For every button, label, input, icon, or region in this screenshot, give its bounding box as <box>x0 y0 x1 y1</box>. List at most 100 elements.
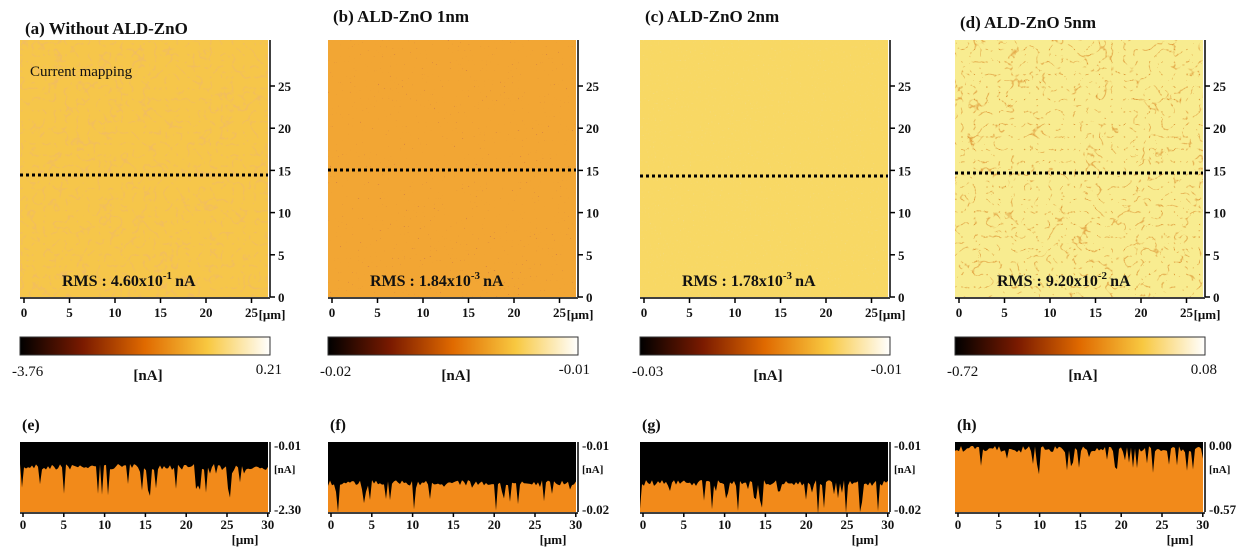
profile-unit: [nA] <box>894 464 915 476</box>
profile-x-tick-label: 25 <box>221 517 235 532</box>
rms-value: RMS : 9.20x10 <box>997 273 1098 290</box>
panel-title: (c) ALD-ZnO 2nm <box>645 7 779 26</box>
rms-label: RMS : 4.60x10-1 nA <box>62 270 196 290</box>
colorbar <box>639 336 891 356</box>
profile-x-tick-label: 30 <box>569 517 582 532</box>
y-tick-label: 5 <box>898 248 905 263</box>
rms-label: RMS : 1.78x10-3 nA <box>682 270 816 290</box>
y-tick-label: 25 <box>586 79 600 94</box>
profile-x-tick-label: 25 <box>841 517 855 532</box>
rms-exponent: -1 <box>163 270 172 282</box>
profile-bottom: -0.02 <box>582 502 609 517</box>
colorbar <box>327 336 579 356</box>
colorbar-min: -0.03 <box>632 364 663 380</box>
rms-exponent: -3 <box>783 270 793 282</box>
y-tick-label: 15 <box>1213 163 1227 178</box>
colorbar <box>19 336 271 356</box>
profile-top: -0.01 <box>582 438 609 453</box>
x-tick-label: 5 <box>66 305 73 320</box>
profile-unit: [nA] <box>274 464 295 476</box>
profile-x-tick-label: 0 <box>328 517 335 532</box>
profile-trace <box>328 480 576 513</box>
rms-value: RMS : 1.84x10 <box>370 273 471 290</box>
y-tick-label: 0 <box>898 290 905 305</box>
y-tick-label: 5 <box>278 248 285 263</box>
rms-unit: nA <box>175 273 196 290</box>
y-tick-label: 10 <box>278 206 291 221</box>
profile-x-tick-label: 25 <box>529 517 543 532</box>
colorbar-unit: [nA] <box>753 368 782 384</box>
profile-x-tick-label: 20 <box>800 517 813 532</box>
rms-exponent: -2 <box>1098 270 1108 282</box>
rms-label: RMS : 1.84x10-3 nA <box>370 270 504 290</box>
profile-bottom: -0.57 <box>1209 502 1237 517</box>
colorbar-max: 0.08 <box>1191 362 1217 378</box>
profile-label: (g) <box>642 417 661 434</box>
profile-x-tick-label: 5 <box>369 517 376 532</box>
profile-x-tick-label: 15 <box>1074 517 1088 532</box>
profile-x-tick-label: 0 <box>640 517 647 532</box>
current-map-texture <box>955 40 1203 297</box>
x-tick-label: 25 <box>553 305 567 320</box>
profile-x-unit: [μm] <box>540 532 567 547</box>
current-map-texture <box>640 40 888 297</box>
y-tick-label: 10 <box>898 206 911 221</box>
overlay-label: Current mapping <box>30 64 133 80</box>
x-tick-label: 25 <box>1180 305 1194 320</box>
profile-bottom: -0.02 <box>894 502 921 517</box>
profile-x-tick-label: 10 <box>98 517 111 532</box>
x-tick-label: 0 <box>329 305 336 320</box>
rms-unit: nA <box>795 273 816 290</box>
y-tick-label: 25 <box>1213 79 1227 94</box>
x-tick-label: 25 <box>865 305 879 320</box>
profile-label: (f) <box>330 417 346 434</box>
profile-x-tick-label: 15 <box>447 517 461 532</box>
panel-title: (a) Without ALD-ZnO <box>25 19 188 38</box>
y-tick-label: 20 <box>898 121 911 136</box>
y-tick-label: 20 <box>586 121 599 136</box>
colorbar-min: -0.72 <box>947 364 978 380</box>
profile-x-tick-label: 20 <box>180 517 193 532</box>
x-tick-label: 15 <box>154 305 168 320</box>
x-unit: [μm] <box>1194 307 1221 322</box>
x-tick-label: 15 <box>1089 305 1103 320</box>
x-tick-label: 0 <box>21 305 28 320</box>
x-tick-label: 0 <box>641 305 648 320</box>
x-tick-label: 10 <box>109 305 122 320</box>
x-tick-label: 10 <box>417 305 430 320</box>
profile-x-tick-label: 30 <box>881 517 894 532</box>
rms-unit: nA <box>483 273 504 290</box>
y-tick-label: 10 <box>586 206 599 221</box>
colorbar-unit: [nA] <box>133 368 162 384</box>
profile-trace <box>640 480 888 515</box>
x-unit: [μm] <box>567 307 594 322</box>
y-tick-label: 25 <box>898 79 912 94</box>
profile-trace <box>20 464 268 512</box>
x-tick-label: 0 <box>956 305 963 320</box>
profile-x-tick-label: 10 <box>1033 517 1046 532</box>
colorbar-unit: [nA] <box>441 368 470 384</box>
profile-x-tick-label: 0 <box>20 517 27 532</box>
y-tick-label: 5 <box>586 248 593 263</box>
profile-x-tick-label: 20 <box>488 517 501 532</box>
profile-bottom: -2.30 <box>274 502 301 517</box>
x-tick-label: 20 <box>1135 305 1148 320</box>
x-tick-label: 10 <box>1044 305 1057 320</box>
profile-unit: [nA] <box>1209 464 1230 476</box>
profile-x-tick-label: 25 <box>1156 517 1170 532</box>
panel-title: (b) ALD-ZnO 1nm <box>333 7 469 26</box>
profile-x-tick-label: 5 <box>681 517 688 532</box>
x-tick-label: 5 <box>374 305 381 320</box>
x-tick-label: 10 <box>729 305 742 320</box>
profile-x-unit: [μm] <box>232 532 259 547</box>
x-tick-label: 20 <box>820 305 833 320</box>
x-tick-label: 5 <box>1001 305 1008 320</box>
profile-x-unit: [μm] <box>852 532 879 547</box>
rms-exponent: -3 <box>471 270 481 282</box>
panel-title: (d) ALD-ZnO 5nm <box>960 13 1096 32</box>
y-tick-label: 0 <box>586 290 593 305</box>
profile-top: -0.01 <box>274 438 301 453</box>
rms-label: RMS : 9.20x10-2 nA <box>997 270 1131 290</box>
profile-x-tick-label: 15 <box>759 517 773 532</box>
